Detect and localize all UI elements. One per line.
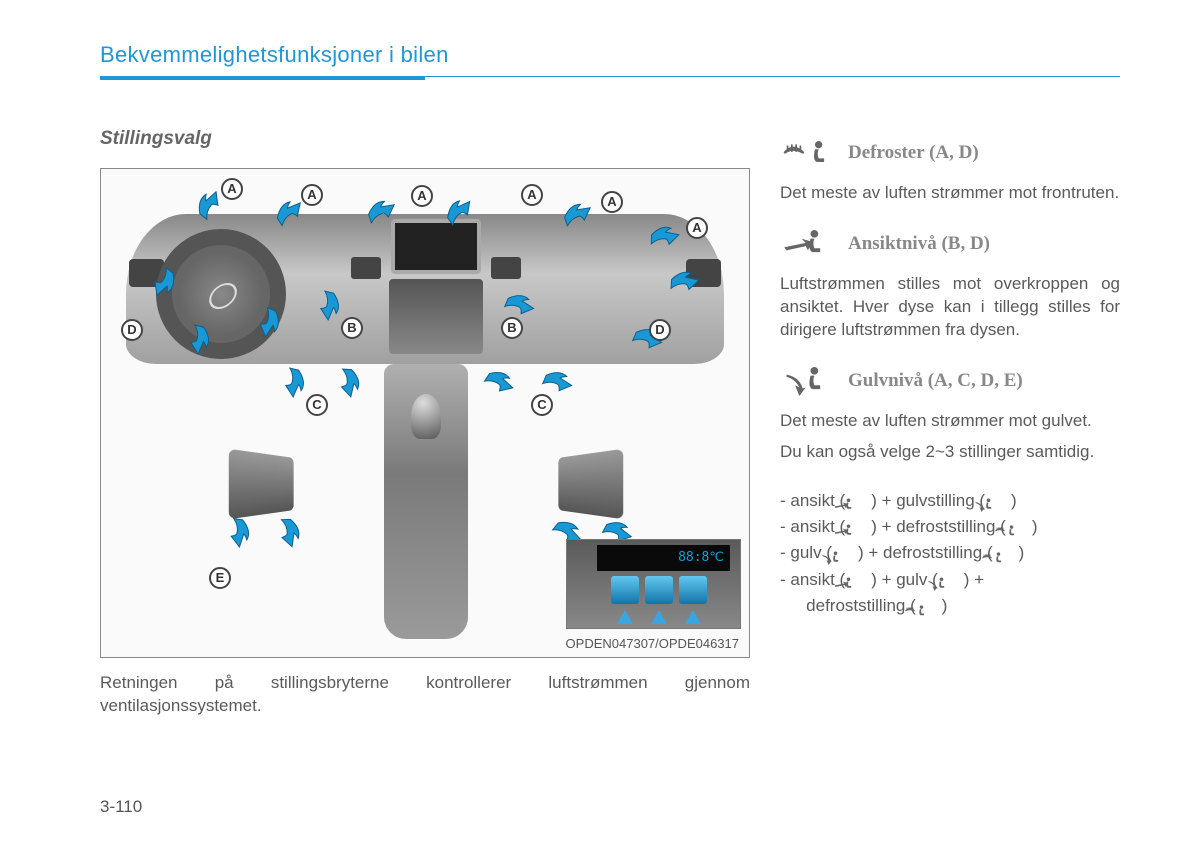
- vent-label: A: [686, 217, 708, 239]
- up-arrow-icon: [651, 610, 667, 624]
- vent-label: A: [601, 191, 623, 213]
- gear-knob: [411, 394, 441, 439]
- defrost-inline-icon: [993, 547, 1019, 561]
- vent-label: C: [306, 394, 328, 416]
- mode-title: Ansiktnivå (B, D): [848, 233, 990, 255]
- control-panel-inset: 88:8℃: [566, 539, 741, 629]
- right-column: Defroster (A, D) Det meste av luften strø…: [780, 128, 1120, 718]
- vent-label: C: [531, 394, 553, 416]
- combo-line: - ansikt () + gulvstilling (): [780, 488, 1120, 514]
- mode-body-text: Det meste av luften strømmer mot frontru…: [780, 182, 1120, 205]
- vent-label: A: [301, 184, 323, 206]
- page-number: 3-110: [100, 797, 142, 817]
- vent-label: A: [411, 185, 433, 207]
- floor-mode-icon: [780, 366, 838, 396]
- figure-caption: Retningen på stillingsbryterne kontrolle…: [100, 672, 750, 718]
- combo-line: - gulv () + defroststilling (): [780, 540, 1120, 566]
- header-rule-thin: [100, 76, 1120, 77]
- combo-line: - ansikt () + defroststilling (): [780, 514, 1120, 540]
- vent-label: D: [649, 319, 671, 341]
- mode-button-1: [611, 576, 639, 604]
- airflow-arrow-icon: [265, 508, 313, 556]
- mode-body-text: Luftstrømmen stilles mot overkroppen og …: [780, 273, 1120, 342]
- subheading: Stillingsvalg: [100, 128, 750, 150]
- dashboard-figure: AAAAAABBCCDDEE 88:8℃ OPDEN047307/OPDE046…: [100, 168, 750, 658]
- figure-code: OPDEN047307/OPDE046317: [566, 636, 739, 651]
- defrost-inline-icon: [916, 600, 942, 614]
- face-inline-icon: [845, 573, 871, 587]
- mode-button-2: [645, 576, 673, 604]
- defrost-mode-icon: [780, 138, 838, 168]
- mode-title: Defroster (A, D): [848, 142, 979, 164]
- page-header-title: Bekvemmelighetsfunksjoner i bilen: [100, 42, 1200, 68]
- vent-label: A: [221, 178, 243, 200]
- mode-body-text: Det meste av luften strømmer mot gulvet.: [780, 410, 1120, 433]
- vent-label: A: [521, 184, 543, 206]
- face-mode-icon: [780, 229, 838, 259]
- up-arrow-icon: [617, 610, 633, 624]
- vent-label: B: [501, 317, 523, 339]
- combo-line: - ansikt () + gulv () + defroststilling …: [780, 567, 1120, 620]
- mode-title: Gulvnivå (A, C, D, E): [848, 370, 1023, 392]
- page-header: Bekvemmelighetsfunksjoner i bilen: [100, 42, 1200, 77]
- mode-body-text: Du kan også velge 2~3 stillinger samtidi…: [780, 441, 1120, 464]
- vent-label: E: [209, 567, 231, 589]
- face-inline-icon: [845, 520, 871, 534]
- air-mode-block: Defroster (A, D) Det meste av luften strø…: [780, 138, 1120, 205]
- face-inline-icon: [845, 494, 871, 508]
- rear-vent-right: [558, 449, 623, 519]
- air-mode-block: Ansiktnivå (B, D) Luftstrømmen stilles mo…: [780, 229, 1120, 342]
- inset-temp-display: 88:8℃: [597, 545, 730, 571]
- up-arrow-icon: [685, 610, 701, 624]
- defrost-inline-icon: [1006, 520, 1032, 534]
- floor-inline-icon: [938, 573, 964, 587]
- floor-inline-icon: [985, 494, 1011, 508]
- air-mode-block: Gulvnivå (A, C, D, E) Det meste av luften…: [780, 366, 1120, 464]
- mode-button-3: [679, 576, 707, 604]
- rear-vent-left: [229, 449, 294, 519]
- floor-inline-icon: [832, 547, 858, 561]
- vent-label: D: [121, 319, 143, 341]
- vent-label: B: [341, 317, 363, 339]
- left-column: Stillingsvalg AAAAAABBCCDDEE 88:8℃: [100, 128, 750, 718]
